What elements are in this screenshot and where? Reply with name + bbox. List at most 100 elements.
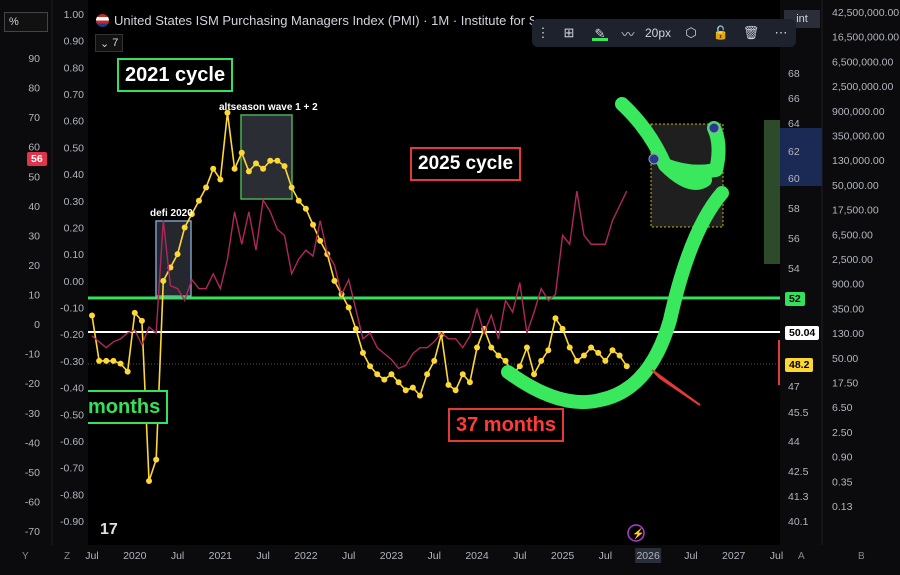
- series-point-yellow: [388, 371, 395, 378]
- cycle-2021-label[interactable]: 2021 cycle: [117, 58, 234, 92]
- series-point-yellow: [331, 277, 338, 284]
- more-icon[interactable]: ⋯: [774, 25, 788, 40]
- right-tick: 2,500,000.00: [832, 81, 893, 93]
- stroke-width-value[interactable]: 20px: [644, 26, 672, 40]
- months-37-label[interactable]: 37 months: [448, 408, 565, 442]
- left-outer-tick: -30: [25, 408, 40, 420]
- left-outer-tick: 0: [34, 319, 40, 331]
- left-inner-tick: 1.00: [64, 9, 85, 21]
- pmi-tick: 54: [788, 263, 800, 275]
- left-inner-tick: 0.70: [64, 89, 85, 101]
- left-inner-tick: -0.20: [60, 329, 84, 341]
- z-axis-toggle[interactable]: Z: [64, 551, 71, 562]
- pmi-tick: 56: [788, 233, 800, 245]
- trash-icon[interactable]: 🗑: [742, 25, 760, 40]
- left-inner-tick: -0.80: [60, 489, 84, 501]
- left-inner-tick: 0.90: [64, 36, 85, 48]
- right-tick: 50,000.00: [832, 180, 879, 192]
- x-tick-label: Jul: [342, 550, 355, 562]
- series-point-yellow: [602, 357, 609, 364]
- arrow-handle-dot[interactable]: [648, 153, 660, 165]
- x-tick-label: 2027: [722, 550, 746, 562]
- indicator-toggle[interactable]: ⌄ 7: [95, 34, 124, 52]
- left-outer-tick: -10: [25, 349, 40, 361]
- series-point-yellow: [96, 357, 103, 364]
- x-tick-label: 2023: [380, 550, 404, 562]
- line-style-icon[interactable]: 〰: [621, 26, 635, 42]
- series-point-yellow: [474, 344, 481, 351]
- right-tick: 16,500,000.00: [832, 32, 899, 44]
- right-tick: 17,500.00: [832, 205, 879, 217]
- bottom-axis-pane: [0, 545, 900, 575]
- left-outer-tick: -20: [25, 378, 40, 390]
- left-inner-tick: -0.30: [60, 356, 84, 368]
- left-inner-tick: 0.40: [64, 169, 85, 181]
- left-outer-tick: 70: [28, 112, 40, 124]
- series-point-yellow: [352, 325, 359, 332]
- pmi-tick: 41.3: [788, 491, 809, 503]
- series-point-yellow: [203, 184, 210, 191]
- left-inner-tick: -0.10: [60, 303, 84, 315]
- pmi-tick: 58: [788, 203, 800, 215]
- a-axis-toggle[interactable]: A: [798, 551, 805, 562]
- x-tick-label: Jul: [684, 550, 697, 562]
- right-tick: 0.90: [832, 452, 853, 464]
- series-point-yellow: [381, 376, 388, 383]
- left-inner-tick: -0.90: [60, 516, 84, 528]
- series-point-yellow: [188, 211, 195, 218]
- drag-handle-icon[interactable]: ⋮: [536, 25, 550, 40]
- x-tick-label: Jul: [85, 550, 98, 562]
- lightning-glyph: ⚡: [632, 527, 644, 540]
- right-blue-band: [780, 128, 822, 186]
- series-point-yellow: [616, 352, 623, 359]
- right-tick: 6,500.00: [832, 229, 873, 241]
- right-tick: 2.50: [832, 427, 853, 439]
- series-point-yellow: [466, 379, 473, 386]
- series-point-yellow: [502, 357, 509, 364]
- left-outer-tick: 90: [28, 53, 40, 65]
- pmi-tick: 64: [788, 118, 800, 130]
- series-point-yellow: [566, 344, 573, 351]
- series-point-yellow: [89, 312, 95, 319]
- lightning-icon[interactable]: [627, 524, 645, 542]
- red-arrow: [651, 369, 701, 406]
- series-point-yellow: [559, 325, 566, 332]
- cycle-2025-label[interactable]: 2025 cycle: [410, 147, 522, 181]
- arrow-handle-dot[interactable]: [708, 122, 720, 134]
- series-point-yellow: [552, 315, 559, 322]
- left-inner-tick: 0.20: [64, 222, 85, 234]
- pencil-icon[interactable]: ✎: [584, 19, 616, 47]
- lock-icon[interactable]: 🔓: [712, 25, 730, 40]
- left-inner-tick: -0.40: [60, 383, 84, 395]
- series-point-yellow: [238, 149, 245, 156]
- series-point-yellow: [395, 379, 402, 386]
- series-point-yellow: [445, 381, 452, 388]
- series-point-yellow: [210, 165, 217, 172]
- defi-label[interactable]: defi 2020: [150, 208, 193, 219]
- chart-title[interactable]: United States ISM Purchasing Managers In…: [114, 13, 534, 28]
- group-icon[interactable]: ⊞: [563, 25, 575, 40]
- series-point-yellow: [288, 184, 295, 191]
- left-outer-tick: 80: [28, 83, 40, 95]
- altseason-label[interactable]: altseason wave 1 + 2: [219, 102, 318, 113]
- hand-drawn-arrow: [615, 97, 726, 190]
- series-point-yellow: [310, 221, 317, 228]
- series-point-yellow: [538, 357, 545, 364]
- series-point-yellow: [402, 387, 409, 394]
- left-inner-tick: 0.50: [64, 142, 85, 154]
- left-inner-tick: -0.70: [60, 463, 84, 475]
- left-outer-tick: 20: [28, 260, 40, 272]
- x-tick-label: 2026: [636, 550, 660, 562]
- x-tick-label: 2022: [294, 550, 318, 562]
- b-axis-toggle[interactable]: B: [858, 551, 865, 562]
- right-tick: 17.50: [832, 378, 858, 390]
- right-tick: 42,500,000.00: [832, 7, 899, 19]
- settings-icon[interactable]: ⬡: [685, 25, 697, 40]
- series-point-yellow: [274, 157, 281, 164]
- y-axis-toggle[interactable]: Y: [22, 551, 29, 562]
- months-left-label[interactable]: months: [88, 390, 169, 424]
- series-point-yellow: [231, 165, 238, 172]
- percent-toggle[interactable]: %: [4, 12, 48, 32]
- right-tick: 2,500.00: [832, 254, 873, 266]
